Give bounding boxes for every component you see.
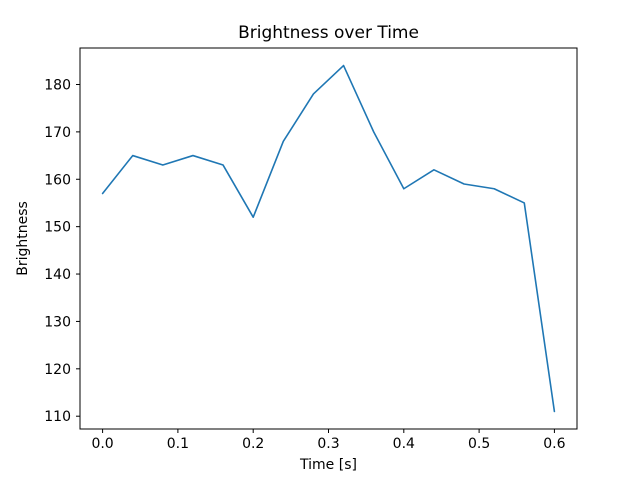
x-axis-label: Time [s] — [299, 457, 357, 473]
data-line — [101, 64, 556, 413]
chart-title: Brightness over Time — [238, 23, 419, 43]
y-tick-label: 180 — [44, 77, 71, 93]
x-tick-label: 0.4 — [393, 436, 415, 452]
x-tick-label: 0.2 — [242, 436, 264, 452]
y-tick-label: 140 — [44, 267, 71, 283]
y-tick-label: 170 — [44, 125, 71, 141]
x-tick-label: 0.0 — [91, 436, 113, 452]
y-axis-label: Brightness — [15, 201, 31, 276]
y-tick-label: 130 — [44, 314, 71, 330]
y-tick-label: 160 — [44, 172, 71, 188]
x-tick-label: 0.6 — [543, 436, 565, 452]
axes-spines — [79, 47, 578, 430]
y-tick-label: 110 — [44, 409, 71, 425]
x-tick-label: 0.1 — [167, 436, 189, 452]
y-tick-label: 150 — [44, 220, 71, 236]
x-tick-label: 0.5 — [468, 436, 490, 452]
y-tick-label: 120 — [44, 362, 71, 378]
x-tick-label: 0.3 — [317, 436, 339, 452]
